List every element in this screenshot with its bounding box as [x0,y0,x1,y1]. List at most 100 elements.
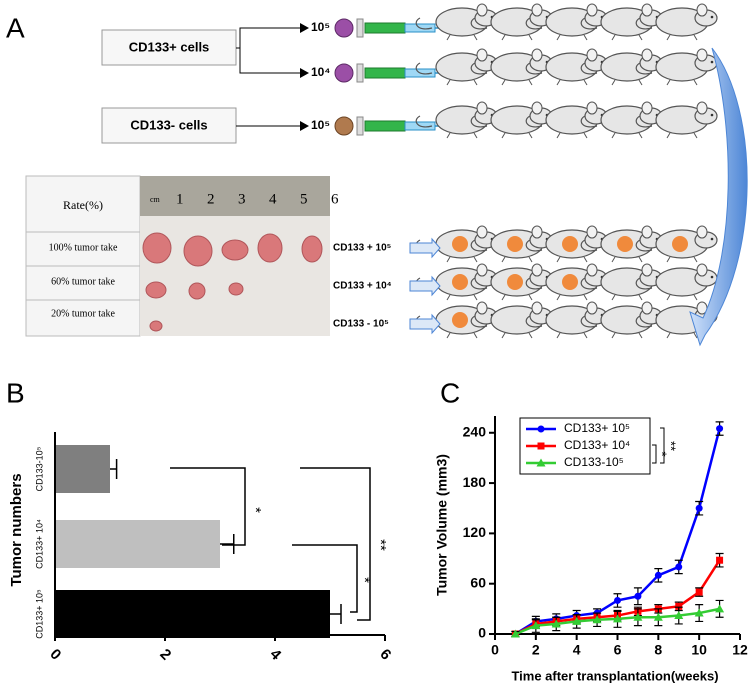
x-tick-label: 4 [573,642,581,658]
y-tick-label: 120 [463,524,487,540]
point [613,614,622,623]
ruler-label: 2 [207,191,215,207]
point [674,611,684,620]
tumors [142,232,323,332]
bar [55,445,110,493]
mice [415,3,718,339]
ruler-label: 5 [300,191,308,207]
x-tick-label: 0 [46,646,64,664]
x-tick-label: 6 [376,646,394,664]
significance: ** [664,441,679,451]
significance-bracket [652,427,665,464]
error-bar [110,459,118,479]
y-tick-label: 180 [463,474,487,490]
point [716,556,724,564]
point [537,442,545,450]
ruler-label: cm [150,195,161,204]
point [653,612,663,621]
y-tick-label: 60 [470,574,486,590]
point [510,629,520,638]
mouse [415,101,498,139]
y-tick-label: 240 [463,423,487,439]
legend-label: CD133-10⁵ [564,455,624,469]
point [614,596,621,604]
y-axis-label: Tumor Volume (mm3) [434,454,450,596]
mouse [415,3,498,41]
significance: * [655,451,670,456]
x-tick-label: 2 [532,642,540,658]
point [531,621,541,630]
point [592,615,602,624]
point [716,425,724,433]
x-axis-label: Time after transplantation(weeks) [511,668,718,683]
significance: * [247,507,264,513]
significance: ** [372,539,389,551]
x-tick-label: 0 [491,642,499,658]
x-tick-label: 6 [614,642,622,658]
panel-label: B [6,377,25,408]
bar [55,520,220,568]
ruler-label: 1 [176,191,184,207]
result-label: CD133 + 10⁵ [333,243,392,254]
ruler-labels: cm 1 2 3 4 5 6 [150,191,339,207]
point [654,571,662,579]
tumor-spot [562,274,578,290]
cells [334,18,354,38]
point [695,588,703,596]
point [675,563,683,571]
x-tick-label: 10 [691,642,707,658]
error-bar [330,604,342,624]
group-box [101,107,237,144]
point [634,592,642,600]
tumor-spot [562,236,578,252]
significance-bracket [170,467,246,546]
table-cell: 100% tumor take [49,242,118,253]
significance-bracket [300,467,371,621]
ruler [140,176,330,216]
point [551,619,561,628]
tumor-spot [452,312,468,328]
tumor-spot [452,274,468,290]
x-tick-label: 2 [156,646,174,664]
point [715,604,725,613]
table-cell: 60% tumor take [51,276,115,287]
dose-label: 10⁵ [311,20,330,34]
legend-label: CD133+ 10⁴ [564,438,630,452]
point [536,458,546,467]
point [633,612,643,621]
y-tick-label: CD133-10⁵ [34,446,44,491]
table-cell: 20% tumor take [51,308,115,319]
rate-table [25,175,141,337]
point [695,504,703,512]
charts: B Tumor numbers CD133-10⁵ CD133+ 10⁴ CD133+ … [6,377,748,683]
group-label: CD133+ cells [129,39,210,54]
significance-bracket [292,544,358,613]
legend-label: CD133+ 10⁵ [564,421,630,435]
x-tick-label: 8 [654,642,662,658]
group-label: CD133- cells [130,117,207,132]
result-label: CD133 + 10⁴ [333,281,392,292]
y-tick-label: 0 [478,625,486,641]
arrowheads [300,23,309,131]
error-bar [220,534,235,554]
dose-label: 10⁵ [311,118,330,132]
group-box [101,29,237,66]
point [675,602,683,610]
bar [55,590,330,638]
connector [236,27,300,127]
tumor-spot [452,236,468,252]
ruler-label: 6 [331,191,339,207]
tumor-spot [617,236,633,252]
table-header: Rate(%) [63,198,103,212]
cells [334,63,354,83]
y-tick-label: CD133+ 10⁴ [34,519,44,569]
tumor-spot [672,236,688,252]
tumor-spot [507,236,523,252]
point [694,608,704,617]
y-tick-label: CD133+ 10⁵ [34,589,44,639]
ruler-label: 4 [269,191,277,207]
curved-arrow [689,47,748,347]
panel-label: A [6,12,25,43]
x-tick-label: 4 [266,646,284,664]
result-label: CD133 - 10⁵ [333,319,389,330]
